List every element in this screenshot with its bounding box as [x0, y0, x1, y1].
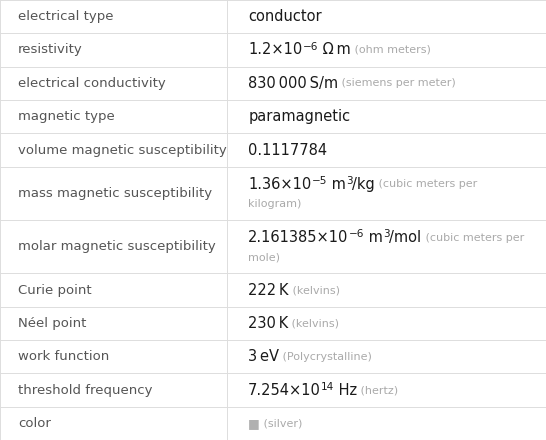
Text: electrical type: electrical type [18, 10, 114, 23]
Text: 3: 3 [346, 176, 352, 186]
Text: (siemens per meter): (siemens per meter) [339, 78, 456, 88]
Text: kilogram): kilogram) [248, 199, 301, 209]
Text: (ohm meters): (ohm meters) [351, 45, 430, 55]
Text: 230 K: 230 K [248, 316, 288, 331]
Text: (kelvins): (kelvins) [289, 285, 340, 295]
Text: 1.2×10: 1.2×10 [248, 43, 302, 58]
Text: 0.1117784: 0.1117784 [248, 143, 328, 158]
Text: color: color [18, 417, 51, 430]
Text: work function: work function [18, 350, 109, 363]
Text: paramagnetic: paramagnetic [248, 109, 351, 124]
Text: 222 K: 222 K [248, 282, 289, 297]
Text: (kelvins): (kelvins) [288, 318, 340, 328]
Text: Hz: Hz [334, 382, 358, 397]
Text: /mol: /mol [389, 230, 422, 245]
Text: 3 eV: 3 eV [248, 349, 279, 364]
Text: 2.161385×10: 2.161385×10 [248, 230, 348, 245]
Text: (Polycrystalline): (Polycrystalline) [279, 352, 372, 362]
Text: conductor: conductor [248, 9, 322, 24]
Text: m: m [364, 230, 383, 245]
Text: molar magnetic susceptibility: molar magnetic susceptibility [18, 240, 216, 253]
Text: Ω m: Ω m [318, 43, 351, 58]
Text: (cubic meters per: (cubic meters per [422, 233, 524, 242]
Text: m: m [327, 177, 346, 192]
Text: Curie point: Curie point [18, 283, 91, 297]
Text: (silver): (silver) [260, 418, 302, 428]
Text: volume magnetic susceptibility: volume magnetic susceptibility [18, 143, 227, 157]
Text: /kg: /kg [352, 177, 375, 192]
Text: threshold frequency: threshold frequency [18, 384, 152, 396]
Text: 3: 3 [383, 229, 389, 239]
Text: 830 000 S/m: 830 000 S/m [248, 76, 339, 91]
Text: (hertz): (hertz) [358, 385, 399, 395]
Text: −5: −5 [311, 176, 327, 186]
Text: −6: −6 [302, 41, 318, 51]
Text: 1.36×10: 1.36×10 [248, 177, 311, 192]
Text: mass magnetic susceptibility: mass magnetic susceptibility [18, 187, 212, 200]
Text: −6: −6 [348, 229, 364, 239]
Text: Néel point: Néel point [18, 317, 86, 330]
Text: (cubic meters per: (cubic meters per [375, 179, 477, 189]
Text: resistivity: resistivity [18, 44, 82, 56]
Text: 7.254×10: 7.254×10 [248, 382, 321, 397]
Text: magnetic type: magnetic type [18, 110, 115, 123]
Text: electrical conductivity: electrical conductivity [18, 77, 165, 90]
Text: mole): mole) [248, 252, 280, 262]
Text: 14: 14 [321, 381, 334, 392]
Text: ■: ■ [248, 417, 260, 430]
